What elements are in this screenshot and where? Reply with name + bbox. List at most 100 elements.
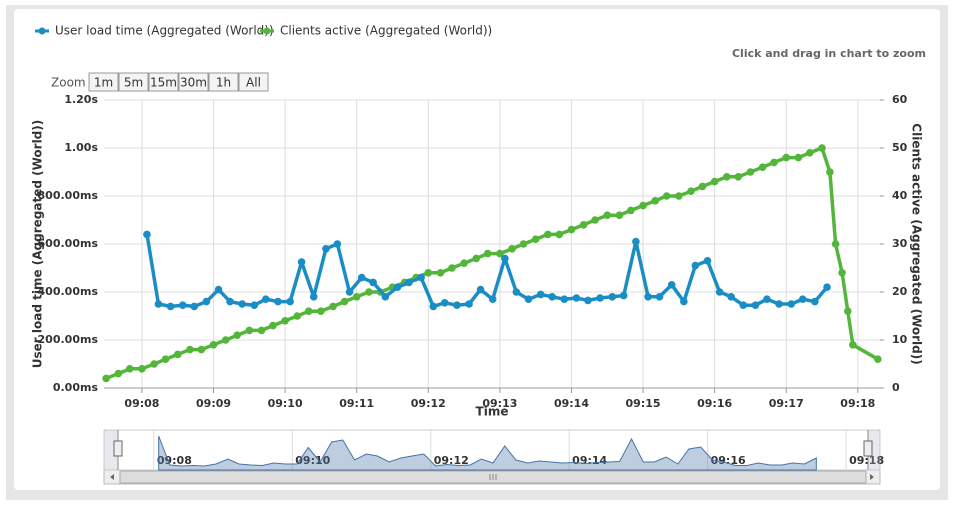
point: [794, 153, 803, 162]
point: [572, 294, 581, 302]
x-tick-label: 09:15: [626, 397, 661, 410]
point: [798, 295, 807, 304]
x-tick-label: 09:10: [268, 397, 303, 410]
zoom-button-label[interactable]: All: [246, 76, 261, 90]
point: [250, 301, 259, 310]
point: [322, 245, 330, 253]
point: [703, 257, 712, 265]
point: [680, 297, 688, 306]
navigator-handle[interactable]: [113, 440, 123, 457]
point: [710, 177, 719, 186]
zoom-label: Zoom: [51, 76, 86, 90]
zoom-button[interactable]: [208, 72, 239, 92]
point: [209, 341, 218, 349]
point: [221, 336, 230, 344]
zoom-button[interactable]: [118, 72, 149, 92]
zoom-button[interactable]: [238, 72, 269, 92]
zoom-button-label[interactable]: 5m: [124, 76, 143, 90]
point: [591, 216, 599, 224]
point: [365, 288, 373, 296]
navigator: [103, 429, 881, 471]
point: [596, 294, 604, 302]
point: [579, 221, 588, 229]
point: [417, 273, 425, 282]
point: [508, 245, 516, 253]
point: [874, 355, 882, 364]
legend-label[interactable]: Clients active (Aggregated (World)): [280, 24, 492, 38]
point: [775, 300, 783, 308]
point: [197, 345, 206, 354]
point: [261, 295, 270, 304]
point: [823, 283, 831, 292]
x-tick-label: 09:11: [339, 397, 374, 410]
zoom-button-label[interactable]: 1h: [216, 76, 231, 90]
point: [369, 278, 377, 287]
point: [763, 295, 771, 304]
point: [655, 293, 664, 301]
y-axis-title: User load time (Aggregated (World)): [31, 120, 45, 368]
point: [214, 285, 223, 294]
navigator-tick-label: 09:10: [295, 454, 330, 467]
point: [675, 192, 683, 200]
x-axis-title: Time: [476, 405, 509, 419]
point: [274, 297, 282, 306]
point: [667, 281, 676, 289]
zoom-button-label[interactable]: 15m: [150, 76, 177, 90]
point: [524, 295, 533, 304]
point: [286, 297, 294, 306]
point: [619, 291, 628, 300]
point: [161, 355, 170, 364]
point: [125, 365, 134, 373]
point: [472, 254, 481, 263]
point: [483, 249, 492, 258]
point: [357, 273, 366, 282]
point: [691, 261, 700, 270]
y-tick-label: 1.20s: [64, 93, 98, 106]
point: [190, 302, 198, 311]
navigator-area: [158, 435, 817, 471]
point: [233, 331, 241, 340]
point: [584, 296, 592, 305]
legend-label[interactable]: User load time (Aggregated (World)): [55, 24, 274, 38]
zoom-button[interactable]: [148, 72, 179, 92]
point: [826, 168, 834, 176]
point: [560, 295, 569, 304]
navigator-tick-label: 09:08: [157, 454, 192, 467]
point: [465, 300, 473, 308]
point: [269, 321, 277, 330]
point: [333, 240, 342, 248]
navigator-handle[interactable]: [863, 440, 873, 457]
point: [687, 187, 695, 195]
point: [317, 307, 325, 316]
legend-marker[interactable]: [263, 27, 271, 35]
navigator-mask: [868, 430, 880, 470]
zoom-button[interactable]: [88, 72, 119, 92]
point: [751, 301, 760, 310]
legend-marker[interactable]: [38, 27, 46, 35]
point: [843, 307, 852, 316]
point: [476, 285, 485, 294]
y2-tick-label: 50: [892, 141, 908, 154]
point: [519, 240, 528, 248]
zoom-button-label[interactable]: 1m: [94, 76, 113, 90]
y2-tick-label: 20: [892, 285, 908, 298]
navigator-tick-label: 09:12: [434, 454, 469, 467]
point: [555, 230, 564, 239]
point: [114, 369, 123, 378]
point: [166, 302, 175, 311]
point: [536, 290, 545, 299]
point: [734, 173, 743, 181]
point: [329, 302, 337, 311]
point: [698, 182, 707, 191]
zoom-button-label[interactable]: 30m: [180, 76, 207, 90]
zoom-button[interactable]: [178, 72, 209, 92]
point: [293, 312, 302, 320]
x-tick-label: 09:14: [554, 397, 589, 410]
point: [531, 235, 540, 243]
point: [345, 288, 354, 296]
point: [393, 283, 402, 292]
point: [186, 345, 194, 354]
y-tick-label: 200.00ms: [38, 333, 99, 346]
x-tick-label: 09:08: [124, 397, 159, 410]
